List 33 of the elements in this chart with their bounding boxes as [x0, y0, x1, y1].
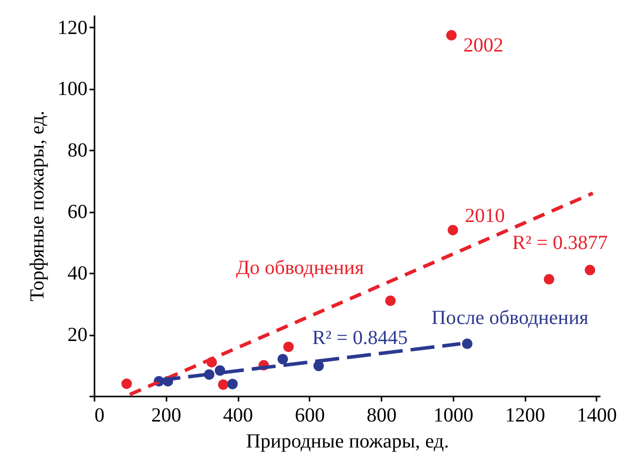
point: [218, 379, 228, 390]
annotation: R² = 0.3877: [512, 232, 608, 254]
annotation: 2010: [464, 205, 505, 228]
x-axis-title: Природные пожары, ед.: [246, 430, 449, 452]
point: [446, 30, 457, 41]
y-tick-label: 60: [68, 201, 88, 224]
point: [227, 378, 238, 390]
point: [385, 296, 396, 306]
x-tick-label: 1200: [505, 404, 546, 426]
point: [584, 264, 596, 276]
y-tick-label: 20: [68, 324, 88, 346]
y-tick-label: 100: [58, 78, 88, 100]
point: [462, 338, 472, 349]
y-tick-label: 120: [58, 16, 88, 39]
x-tick-label: 1000: [433, 404, 474, 426]
x-tick-label: 600: [294, 404, 325, 426]
point: [448, 224, 458, 236]
annotation: R² = 0.8445: [312, 327, 408, 349]
x-tick-label: 1400: [576, 404, 617, 426]
y-tick-label: 40: [68, 262, 88, 285]
annotation: До обводнения: [236, 257, 364, 279]
point: [121, 378, 132, 389]
annotation: 2002: [463, 34, 504, 56]
x-tick-label: 0: [94, 404, 104, 426]
point: [283, 342, 294, 352]
x-tick-label: 400: [223, 404, 254, 426]
x-tick-label: 200: [151, 404, 182, 426]
y-axis-title: Торфяные пожары, ед.: [26, 110, 48, 302]
annotation: После обводнения: [432, 307, 588, 329]
y-tick-label: 80: [68, 140, 88, 162]
point: [278, 354, 288, 364]
x-tick-label: 800: [366, 404, 397, 426]
point: [544, 274, 554, 284]
